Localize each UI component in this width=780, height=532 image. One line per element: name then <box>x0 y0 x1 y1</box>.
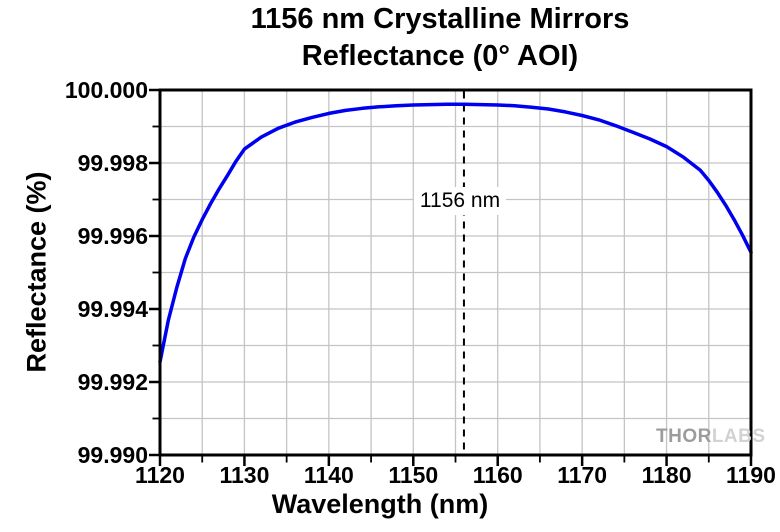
x-tick-label: 1170 <box>557 462 608 488</box>
thorlabs-watermark: THORLABS <box>656 426 766 448</box>
watermark-labs: LABS <box>711 426 766 447</box>
chart-title-line1: 1156 nm Crystalline Mirrors <box>250 3 630 35</box>
x-tick-label: 1190 <box>726 462 776 488</box>
x-tick-label: 1150 <box>388 462 439 488</box>
y-tick-label: 99.990 <box>77 442 148 468</box>
chart-title-line2: Reflectance (0° AOI) <box>301 40 579 72</box>
x-tick-label: 1120 <box>135 462 185 488</box>
y-tick-label: 99.992 <box>77 369 148 395</box>
watermark-thor: THOR <box>656 426 712 447</box>
y-tick-label: 99.996 <box>77 223 148 249</box>
x-tick-label: 1160 <box>472 462 523 488</box>
annotation-1156nm: 1156 nm <box>413 187 507 215</box>
x-tick-label: 1130 <box>219 462 270 488</box>
y-tick-label: 99.998 <box>77 150 148 176</box>
y-tick-label: 100.000 <box>64 77 148 103</box>
axes-frame <box>158 88 753 457</box>
gridlines <box>161 91 750 454</box>
y-tick-label: 99.994 <box>77 296 148 322</box>
x-tick-label: 1140 <box>303 462 354 488</box>
chart-title: 1156 nm Crystalline Mirrors Reflectance … <box>140 1 740 75</box>
reflectance-curve <box>158 102 753 364</box>
y-axis-title: Reflectance (%) <box>21 171 52 373</box>
x-tick-label: 1180 <box>641 462 692 488</box>
x-axis-title: Wavelength (nm) <box>271 489 489 519</box>
axis-ticks <box>149 88 753 466</box>
